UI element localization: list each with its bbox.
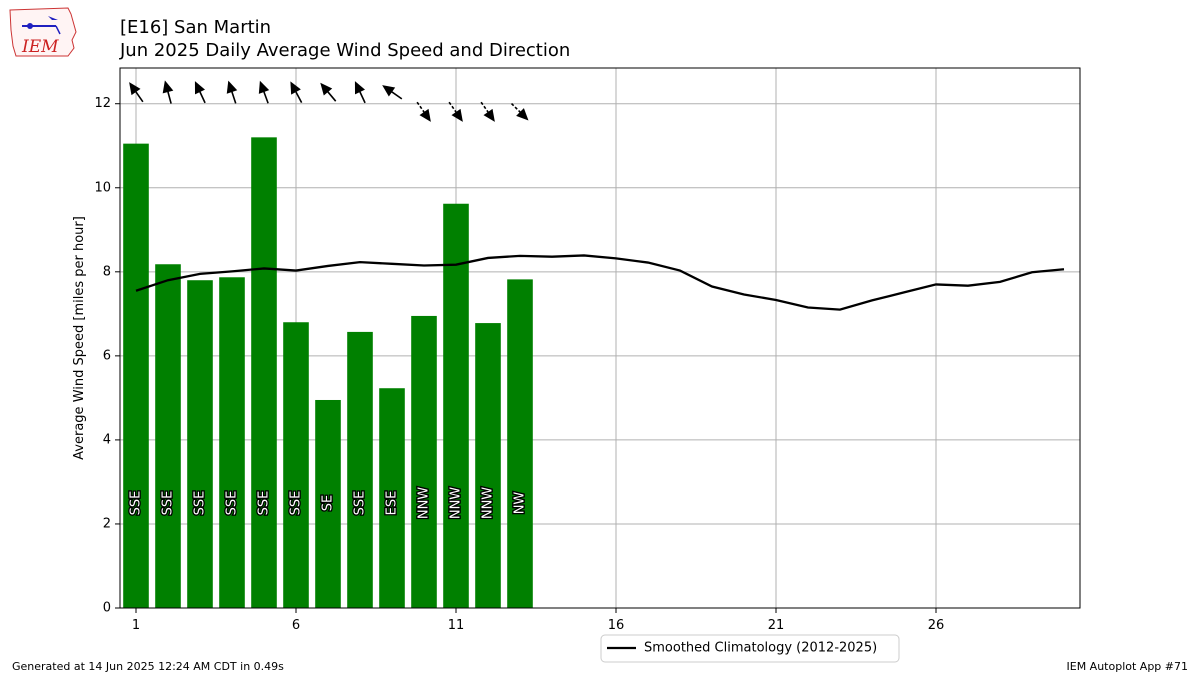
wind-speed-bar bbox=[379, 388, 405, 608]
x-tick-label: 11 bbox=[448, 618, 465, 633]
direction-label: NNW bbox=[417, 487, 432, 519]
legend-box bbox=[600, 634, 900, 663]
wind-direction-arrow bbox=[416, 101, 431, 122]
wind-direction-arrow bbox=[194, 81, 206, 104]
direction-label: SSE bbox=[353, 491, 368, 516]
wind-direction-arrow bbox=[258, 80, 270, 104]
direction-label: ESE bbox=[385, 491, 400, 516]
y-tick-label: 2 bbox=[103, 516, 111, 531]
wind-direction-arrow bbox=[320, 82, 337, 102]
plot-frame bbox=[119, 67, 1081, 609]
wind-speed-bar bbox=[123, 143, 149, 608]
wind-speed-bar bbox=[251, 137, 277, 609]
wind-direction-arrow bbox=[382, 85, 403, 100]
wind-speed-bar bbox=[155, 264, 181, 608]
wind-direction-arrow bbox=[480, 101, 495, 122]
x-tick-label: 21 bbox=[768, 618, 785, 633]
y-tick-label: 6 bbox=[103, 348, 111, 363]
y-tick-label: 8 bbox=[103, 264, 111, 279]
climatology-line bbox=[135, 254, 1065, 311]
direction-label: SSE bbox=[161, 491, 176, 516]
direction-label: SSE bbox=[257, 491, 272, 516]
x-tick-label: 26 bbox=[928, 618, 945, 633]
logo-text: IEM bbox=[21, 37, 59, 57]
app-footer: IEM Autoplot App #71 bbox=[1066, 660, 1189, 673]
wind-speed-bar bbox=[443, 203, 469, 608]
y-tick-label: 10 bbox=[94, 180, 111, 195]
wind-direction-arrow bbox=[354, 81, 366, 104]
iem-logo: IEM bbox=[8, 6, 80, 62]
wind-direction-arrow bbox=[448, 101, 463, 122]
chart-title: [E16] San Martin bbox=[120, 17, 272, 38]
direction-label: NNW bbox=[449, 487, 464, 519]
wind-speed-bar bbox=[475, 323, 501, 608]
wind-speed-bar bbox=[347, 331, 373, 608]
x-tick-label: 1 bbox=[132, 618, 140, 633]
y-tick-label: 12 bbox=[94, 96, 111, 111]
wind-direction-arrow bbox=[162, 80, 174, 104]
wind-speed-bar bbox=[187, 280, 213, 608]
x-tick-label: 16 bbox=[608, 618, 625, 633]
direction-label: SE bbox=[321, 495, 336, 511]
direction-label: SSE bbox=[193, 491, 208, 516]
wind-speed-bar bbox=[507, 279, 533, 608]
y-tick-label: 0 bbox=[103, 601, 111, 616]
y-axis-label: Average Wind Speed [miles per hour] bbox=[72, 216, 87, 460]
chart-subtitle: Jun 2025 Daily Average Wind Speed and Di… bbox=[120, 40, 571, 61]
generated-footer: Generated at 14 Jun 2025 12:24 AM CDT in… bbox=[12, 660, 284, 673]
wind-speed-bar bbox=[411, 315, 437, 608]
direction-label: SSE bbox=[129, 491, 144, 516]
wind-speed-bar bbox=[315, 399, 341, 608]
direction-label: NNW bbox=[481, 487, 496, 519]
wind-direction-arrow bbox=[510, 102, 529, 121]
y-tick-label: 4 bbox=[103, 432, 111, 447]
direction-label: NW bbox=[513, 492, 528, 515]
wind-speed-bar bbox=[219, 277, 245, 608]
wind-direction-arrow bbox=[226, 80, 238, 104]
x-tick-label: 6 bbox=[292, 618, 300, 633]
direction-label: SSE bbox=[225, 491, 240, 516]
legend-label: Smoothed Climatology (2012-2025) bbox=[644, 641, 877, 656]
wind-speed-bar bbox=[283, 322, 309, 608]
wind-direction-arrow bbox=[129, 82, 144, 103]
direction-label: SSE bbox=[289, 491, 304, 516]
wind-direction-arrow bbox=[290, 81, 303, 103]
